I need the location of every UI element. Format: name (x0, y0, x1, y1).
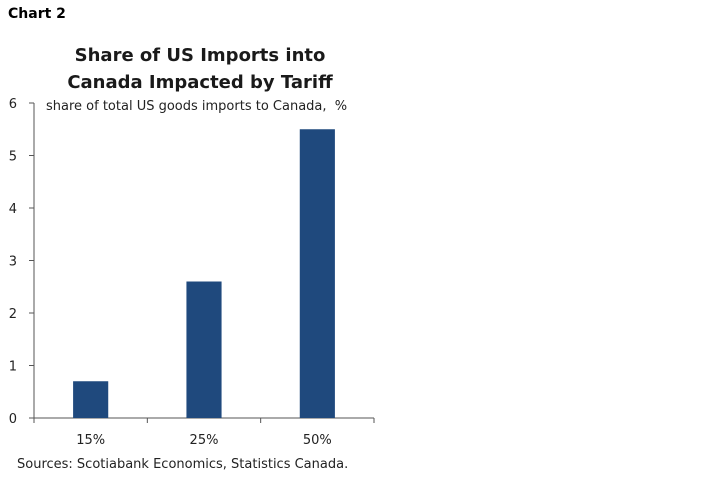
x-tick-label: 25% (190, 433, 219, 448)
y-tick-label: 6 (9, 97, 17, 112)
chart-number-label: Chart 2 (8, 6, 66, 22)
x-tick-label: 50% (303, 433, 332, 448)
y-ticks: 0 1 2 3 4 5 6 (9, 97, 34, 427)
y-tick-label: 2 (9, 307, 17, 322)
bars (73, 129, 335, 418)
y-tick-label: 5 (9, 150, 17, 165)
y-axis: 0 1 2 3 4 5 6 (9, 97, 35, 427)
bar-50pct (299, 129, 335, 418)
bar-25pct (186, 281, 222, 418)
chart-title: Share of US Imports into Canada Impacted… (40, 42, 360, 96)
bar-15pct (73, 381, 109, 418)
x-tick-label: 15% (76, 433, 105, 448)
y-tick-label: 3 (9, 255, 17, 270)
chart-title-line-1: Share of US Imports into (74, 45, 326, 66)
y-axis-label: share of total US goods imports to Canad… (46, 99, 347, 114)
y-tick-label: 0 (9, 412, 17, 427)
source-note: Sources: Scotiabank Economics, Statistic… (17, 457, 349, 472)
x-ticks: 15% 25% 50% (33, 418, 375, 448)
x-axis: 15% 25% 50% (33, 417, 375, 448)
chart-title-line-2: Canada Impacted by Tariff (67, 72, 333, 93)
y-tick-label: 1 (9, 360, 17, 375)
y-tick-label: 4 (9, 202, 17, 217)
